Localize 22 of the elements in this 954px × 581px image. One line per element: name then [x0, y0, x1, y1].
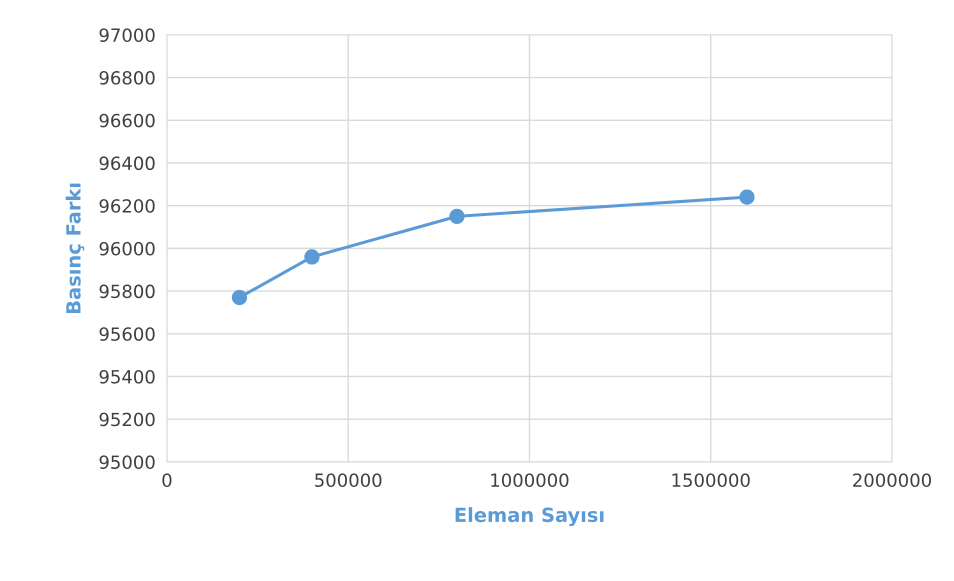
y-tick-label: 95600 — [100, 327, 155, 341]
point — [304, 249, 320, 265]
y-axis-title: Basınç Farkı — [66, 184, 84, 313]
point — [232, 290, 248, 306]
y-tick-label: 96400 — [100, 156, 155, 170]
point — [739, 189, 755, 205]
x-tick-label: 1500000 — [672, 473, 750, 487]
y-tick-label: 97000 — [100, 28, 155, 42]
x-tick-label: 2000000 — [853, 473, 931, 487]
y-tick-label: 96800 — [100, 71, 155, 85]
x-axis-title: Eleman Sayısı — [456, 507, 604, 526]
y-tick-label: 95800 — [100, 284, 155, 298]
y-tick-label: 95000 — [100, 455, 155, 470]
x-tick-label: 1000000 — [491, 473, 568, 487]
point — [449, 208, 465, 224]
y-tick-label: 95400 — [100, 370, 155, 384]
y-tick-label: 96600 — [100, 114, 155, 128]
x-tick-label: 0 — [162, 473, 172, 487]
x-tick-label: 500000 — [315, 473, 382, 487]
y-tick-label: 95200 — [100, 412, 155, 426]
y-tick-label: 96000 — [100, 242, 155, 256]
y-tick-label: 96200 — [100, 199, 155, 213]
